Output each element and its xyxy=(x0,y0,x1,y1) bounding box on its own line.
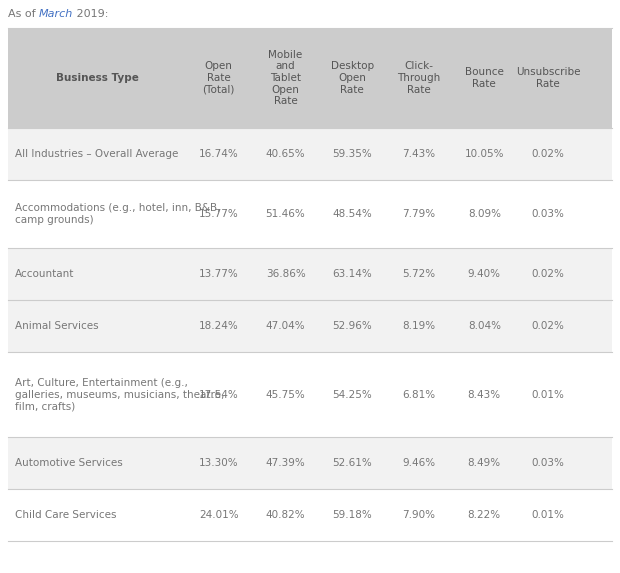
Text: Bounce
Rate: Bounce Rate xyxy=(465,67,503,89)
Text: Desktop
Open
Rate: Desktop Open Rate xyxy=(330,61,374,95)
Text: 36.86%: 36.86% xyxy=(265,269,306,279)
Text: 0.02%: 0.02% xyxy=(531,321,564,331)
Text: 0.03%: 0.03% xyxy=(531,458,564,468)
Text: 15.77%: 15.77% xyxy=(199,209,239,219)
Text: Click-
Through
Rate: Click- Through Rate xyxy=(397,61,441,95)
Text: 48.54%: 48.54% xyxy=(332,209,372,219)
Text: 52.61%: 52.61% xyxy=(332,458,372,468)
Text: 6.81%: 6.81% xyxy=(402,390,436,399)
Text: 16.74%: 16.74% xyxy=(199,149,239,159)
Bar xyxy=(8,128,612,180)
Text: 47.04%: 47.04% xyxy=(266,321,306,331)
Text: 9.40%: 9.40% xyxy=(467,269,501,279)
Text: 8.49%: 8.49% xyxy=(467,458,501,468)
Text: 7.90%: 7.90% xyxy=(402,510,435,520)
Text: 8.04%: 8.04% xyxy=(467,321,501,331)
Text: Accommodations (e.g., hotel, inn, B&B,
camp grounds): Accommodations (e.g., hotel, inn, B&B, c… xyxy=(15,203,221,225)
Text: Unsubscribe
Rate: Unsubscribe Rate xyxy=(516,67,580,89)
Text: 18.24%: 18.24% xyxy=(199,321,239,331)
Text: 5.72%: 5.72% xyxy=(402,269,436,279)
Text: 63.14%: 63.14% xyxy=(332,269,372,279)
Text: 8.09%: 8.09% xyxy=(467,209,501,219)
Text: March: March xyxy=(39,9,73,19)
Text: 51.46%: 51.46% xyxy=(265,209,306,219)
Text: 8.43%: 8.43% xyxy=(467,390,501,399)
Text: 0.01%: 0.01% xyxy=(531,510,564,520)
Text: 40.65%: 40.65% xyxy=(266,149,306,159)
Text: Accountant: Accountant xyxy=(15,269,74,279)
Text: 40.82%: 40.82% xyxy=(266,510,306,520)
Text: 0.03%: 0.03% xyxy=(531,209,564,219)
Text: 8.19%: 8.19% xyxy=(402,321,436,331)
Text: Art, Culture, Entertainment (e.g.,
galleries, museums, musicians, theatre,
film,: Art, Culture, Entertainment (e.g., galle… xyxy=(15,378,224,411)
Text: 0.02%: 0.02% xyxy=(531,149,564,159)
Bar xyxy=(8,489,612,541)
Text: 10.05%: 10.05% xyxy=(464,149,504,159)
Text: 52.96%: 52.96% xyxy=(332,321,372,331)
Text: 0.01%: 0.01% xyxy=(531,390,564,399)
Text: 59.18%: 59.18% xyxy=(332,510,372,520)
Bar xyxy=(8,437,612,489)
Text: Automotive Services: Automotive Services xyxy=(15,458,123,468)
Text: 13.30%: 13.30% xyxy=(199,458,239,468)
Text: As of: As of xyxy=(8,9,39,19)
Text: Animal Services: Animal Services xyxy=(15,321,99,331)
Text: 13.77%: 13.77% xyxy=(199,269,239,279)
Bar xyxy=(8,28,612,128)
Bar xyxy=(8,352,612,437)
Text: 47.39%: 47.39% xyxy=(265,458,306,468)
Text: 7.79%: 7.79% xyxy=(402,209,436,219)
Bar xyxy=(8,300,612,352)
Text: 0.02%: 0.02% xyxy=(531,269,564,279)
Text: 2019:: 2019: xyxy=(73,9,108,19)
Bar xyxy=(8,248,612,300)
Text: All Industries – Overall Average: All Industries – Overall Average xyxy=(15,149,179,159)
Text: Open
Rate
(Total): Open Rate (Total) xyxy=(203,61,235,95)
Text: 7.43%: 7.43% xyxy=(402,149,436,159)
Text: Business Type: Business Type xyxy=(56,73,138,83)
Bar xyxy=(8,180,612,248)
Text: 24.01%: 24.01% xyxy=(199,510,239,520)
Text: 59.35%: 59.35% xyxy=(332,149,372,159)
Text: 8.22%: 8.22% xyxy=(467,510,501,520)
Text: Child Care Services: Child Care Services xyxy=(15,510,117,520)
Text: Mobile
and
Tablet
Open
Rate: Mobile and Tablet Open Rate xyxy=(268,50,303,106)
Text: 9.46%: 9.46% xyxy=(402,458,436,468)
Text: 17.54%: 17.54% xyxy=(199,390,239,399)
Text: 45.75%: 45.75% xyxy=(265,390,306,399)
Text: 54.25%: 54.25% xyxy=(332,390,372,399)
